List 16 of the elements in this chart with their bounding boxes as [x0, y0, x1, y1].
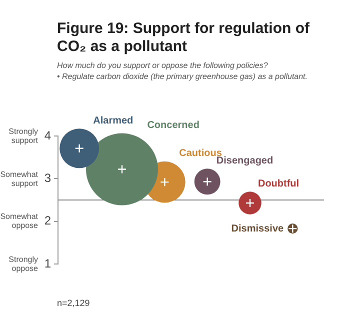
- text: Somewhat oppose: [0, 212, 38, 230]
- series-label: Doubtful: [258, 178, 300, 190]
- y-tick-label: 4: [44, 128, 52, 142]
- text: n=2,129: [57, 298, 90, 308]
- series-label: Alarmed: [93, 115, 134, 126]
- chart-title: Figure 19: Support for regulation of CO₂ as a pollutant: [57, 20, 310, 56]
- series-label: Concerned: [147, 120, 200, 132]
- series-label: Disengaged: [216, 155, 274, 166]
- chart-subtitle: How much do you support or oppose the following policies? • Regulate carbon dioxide (the primary greenhouse gas) as a pollutant.: [57, 60, 309, 82]
- y-tick-label: 3: [44, 170, 52, 185]
- series-label: Dismissive: [231, 223, 284, 234]
- text: Somewhat support: [0, 170, 38, 188]
- text: Strongly support: [8, 127, 38, 145]
- text: Strongly oppose: [8, 255, 38, 273]
- y-tick-label: 2: [44, 214, 52, 228]
- y-tick-label: 1: [44, 256, 52, 270]
